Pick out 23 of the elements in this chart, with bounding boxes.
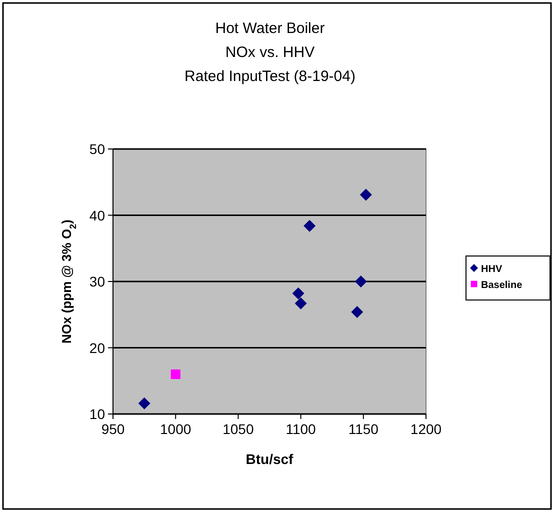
legend-label: Baseline <box>481 280 523 291</box>
legend-label: HHV <box>481 264 502 275</box>
point <box>170 369 180 380</box>
point <box>351 306 364 318</box>
x-tick-label: 1200 <box>410 421 442 437</box>
y-tick-label: 50 <box>89 141 106 157</box>
x-tick-label: 1000 <box>160 421 192 437</box>
point <box>304 220 316 232</box>
y-tick-label: 10 <box>89 406 106 422</box>
point <box>138 397 150 410</box>
point <box>360 188 372 201</box>
point <box>354 276 367 288</box>
x-tick-label: 1100 <box>286 421 316 437</box>
point <box>292 287 304 300</box>
x-tick-label: 1050 <box>222 421 254 437</box>
x-axis-title: Btu/scf <box>246 451 294 467</box>
x-tick-label: 950 <box>101 421 125 437</box>
y-tick-label: 40 <box>89 207 106 224</box>
y-tick-label: 20 <box>89 340 106 356</box>
y-tick-label: 30 <box>89 274 106 290</box>
point <box>294 297 307 310</box>
x-tick-label: 1150 <box>348 421 379 437</box>
chart-title: Hot Water Boiler NOx vs. HHV Rated InputTest (8-19-04) <box>184 20 356 85</box>
